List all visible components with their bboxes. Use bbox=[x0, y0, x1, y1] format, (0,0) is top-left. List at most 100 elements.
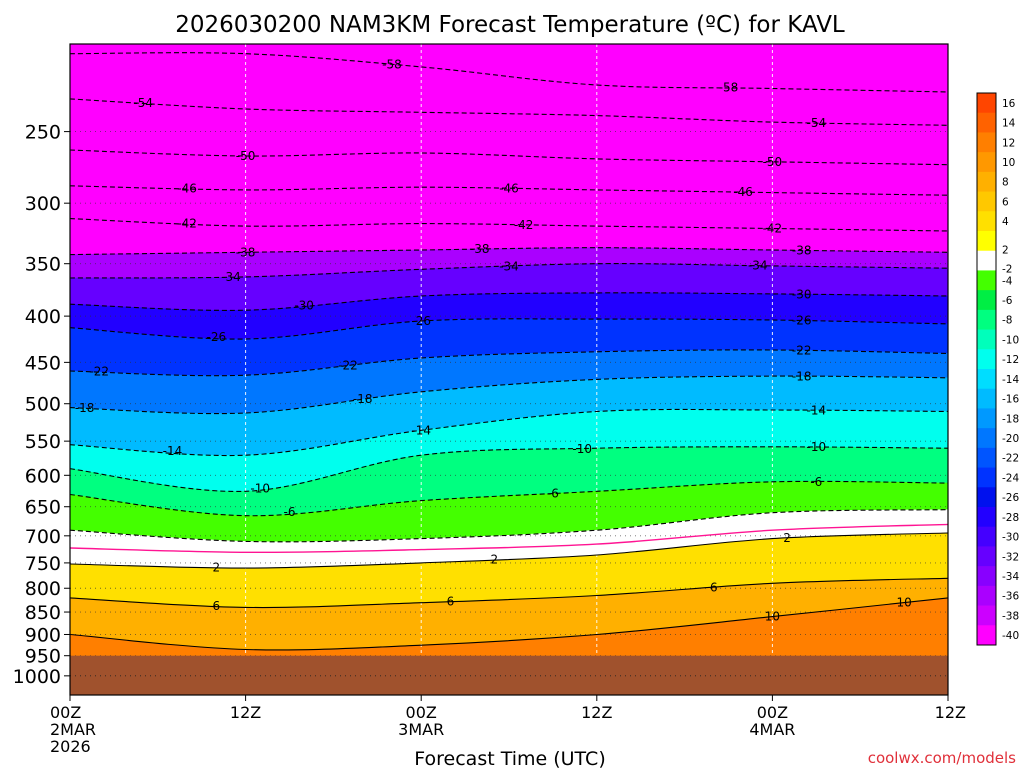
contour-label: -14 bbox=[411, 423, 431, 437]
colorbar-label: -12 bbox=[1002, 354, 1019, 366]
contour-label: -26 bbox=[207, 330, 227, 344]
y-tick-label: 350 bbox=[25, 254, 61, 276]
colorbar-label: -32 bbox=[1002, 551, 1019, 563]
contour-line-minus-30 bbox=[70, 292, 948, 311]
y-tick-label: 900 bbox=[25, 624, 61, 646]
contour-line-6 bbox=[70, 577, 948, 609]
colorbar-label: -38 bbox=[1002, 610, 1019, 622]
contour-line-minus-18 bbox=[70, 375, 948, 415]
contour-label: -54 bbox=[133, 96, 153, 110]
contour-label: -14 bbox=[806, 403, 826, 417]
colorbar-swatch-m32 bbox=[977, 546, 996, 567]
contour-label: -30 bbox=[792, 287, 812, 301]
contour-label: -42 bbox=[763, 222, 783, 236]
contour-label: -18 bbox=[75, 401, 95, 415]
colorbar-label: -10 bbox=[1002, 334, 1019, 346]
contour-label: -42 bbox=[177, 217, 197, 231]
contour-label: -46 bbox=[177, 182, 197, 196]
x-tick-label: 12Z bbox=[935, 703, 966, 722]
colorbar-swatch-m34 bbox=[977, 566, 996, 587]
contour-label: 2 bbox=[213, 560, 221, 574]
contour-line-minus-58 bbox=[70, 52, 948, 93]
colorbar-label: -26 bbox=[1002, 492, 1019, 504]
x-tick-label: 12Z bbox=[230, 703, 261, 722]
contour-line-minus-22 bbox=[70, 349, 948, 377]
contour-label: -14 bbox=[163, 444, 183, 458]
colorbar-swatch-m20 bbox=[977, 428, 996, 449]
y-tick-label: 300 bbox=[25, 193, 61, 215]
contour-label: -34 bbox=[221, 270, 241, 284]
contour-label: -38 bbox=[792, 243, 812, 257]
contour-label: -46 bbox=[499, 182, 519, 196]
contour-label: -46 bbox=[733, 185, 753, 199]
contour-label: 2 bbox=[783, 531, 791, 545]
x-tick-label: 2MAR bbox=[50, 720, 96, 739]
colorbar-frame bbox=[976, 92, 997, 646]
y-tick-label: 600 bbox=[25, 465, 61, 487]
x-tick-label: 00Z bbox=[406, 703, 437, 722]
contour-label: -18 bbox=[353, 392, 373, 406]
colorbar-swatch-2 bbox=[977, 231, 996, 252]
contour-line-minus-2 bbox=[70, 509, 948, 543]
colorbar-label: -8 bbox=[1002, 315, 1012, 327]
colorbar-label: 12 bbox=[1002, 137, 1015, 149]
contour-label: -6 bbox=[284, 505, 296, 519]
colorbar-label: -28 bbox=[1002, 512, 1019, 524]
colorbar-swatch-m16 bbox=[977, 388, 996, 409]
contour-label: -50 bbox=[236, 149, 256, 163]
contour-line-minus-38 bbox=[70, 247, 948, 256]
colorbar-label: -22 bbox=[1002, 453, 1019, 465]
contour-line-minus-42 bbox=[70, 218, 948, 232]
colorbar-legend: 16 14 12 10 8 6 4 2 -2-4 -6 -8 -10 -12 -14 -16 -18 -20 -2… bbox=[976, 92, 1019, 646]
contour-line-2 bbox=[70, 532, 948, 569]
colorbar-swatch-16 bbox=[977, 93, 996, 114]
y-tick-label: 650 bbox=[25, 497, 61, 519]
y-tick-label: 450 bbox=[25, 352, 61, 374]
contour-label: -26 bbox=[792, 314, 812, 328]
contour-line-10 bbox=[70, 597, 948, 651]
contour-label: -50 bbox=[763, 155, 783, 169]
x-tick-label: 00Z bbox=[757, 703, 788, 722]
plot-frame bbox=[69, 43, 949, 696]
x-tick-label: 00Z bbox=[50, 703, 81, 722]
contour-label: -58 bbox=[719, 81, 739, 95]
colorbar-label: -4 bbox=[1002, 275, 1013, 287]
contour-label: -10 bbox=[806, 440, 826, 454]
colorbar-swatch-m30 bbox=[977, 526, 996, 547]
colorbar-swatch-m2 bbox=[977, 250, 996, 271]
contour-line-minus-6 bbox=[70, 480, 948, 517]
chart-title: 2026030200 NAM3KM Forecast Temperature (… bbox=[175, 12, 845, 38]
contour-label: -38 bbox=[470, 242, 490, 256]
contour-label: -42 bbox=[514, 218, 534, 232]
contour-label: -34 bbox=[499, 259, 519, 273]
contour-label: -38 bbox=[236, 245, 256, 259]
x-tick-label: 12Z bbox=[581, 703, 612, 722]
colorbar-swatch-8 bbox=[977, 171, 996, 192]
colorbar-swatch-m22 bbox=[977, 447, 996, 468]
contour-line-minus-34 bbox=[70, 263, 948, 279]
credit-text: coolwx.com/models bbox=[868, 749, 1016, 767]
colorbar-label: 2 bbox=[1002, 245, 1009, 257]
y-tick-label: 950 bbox=[25, 646, 61, 668]
ground-fill bbox=[70, 655, 948, 695]
colorbar-label: -18 bbox=[1002, 413, 1019, 425]
colorbar-label: 4 bbox=[1002, 216, 1009, 228]
contour-label: -22 bbox=[792, 344, 812, 358]
colorbar-swatch-4 bbox=[977, 211, 996, 232]
contour-label: -34 bbox=[748, 259, 768, 273]
colorbar-swatch-m8 bbox=[977, 309, 996, 330]
colorbar-swatch-m36 bbox=[977, 585, 996, 606]
x-tick-label: 4MAR bbox=[749, 720, 795, 739]
contour-label: 6 bbox=[447, 595, 455, 609]
colorbar-swatch-m6 bbox=[977, 290, 996, 311]
colorbar-label: -14 bbox=[1002, 374, 1019, 386]
colorbar-label: 8 bbox=[1002, 177, 1009, 189]
contour-lines: -58-58-54-54-50 -50-46 -46 -46-42 -42 -42-38-… bbox=[70, 52, 948, 651]
plot-grid bbox=[70, 44, 948, 695]
contour-line-minus-14 bbox=[70, 408, 948, 457]
y-tick-label: 550 bbox=[25, 431, 61, 453]
contour-label: -22 bbox=[338, 358, 358, 372]
colorbar-swatch-m18 bbox=[977, 408, 996, 429]
y-tick-label: 250 bbox=[25, 122, 61, 144]
